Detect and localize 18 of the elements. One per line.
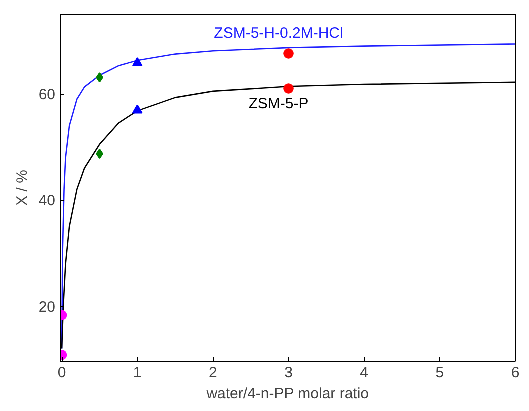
x-tick-label: 4 [360,364,369,382]
y-tick-label: 60 [38,86,56,104]
series-label: ZSM-5-P [248,96,309,113]
y-tick-label: 40 [38,192,56,210]
y-axis-title: X / % [14,170,31,206]
x-tick-label: 1 [133,364,142,382]
point [284,48,294,59]
x-axis-title: water/4-n-PP molar ratio [206,386,370,402]
y-tick-label: 20 [38,298,56,316]
x-tick-label: 3 [284,364,293,382]
point [132,57,143,67]
x-tick-label: 5 [436,364,444,382]
point [284,84,294,94]
point [132,104,143,114]
x-tick-label: 0 [58,364,66,382]
x-tick-label: 2 [209,364,218,382]
series-label: ZSM-5-H-0.2M-HCl [214,24,344,42]
x-tick-label: 6 [511,364,520,382]
